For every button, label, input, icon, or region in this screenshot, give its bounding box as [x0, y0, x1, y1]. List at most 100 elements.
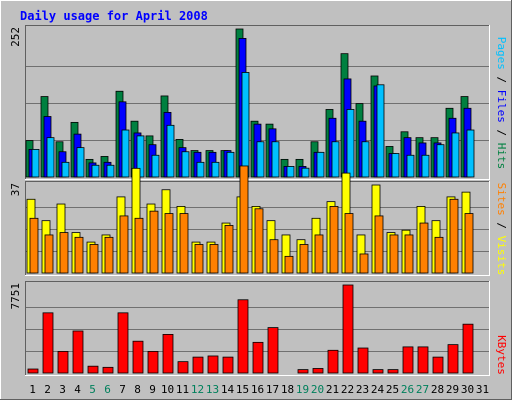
x-tick-label-29: 29: [446, 383, 459, 396]
x-tick-label-25: 25: [386, 383, 399, 396]
bar-pages-day-21: [331, 141, 340, 178]
bar-kbytes-day-21: [327, 349, 339, 374]
bar-sites-day-1: [29, 217, 39, 274]
bar-kbytes-day-11: [177, 361, 189, 374]
bar-pages-day-4: [76, 147, 85, 178]
bar-pages-day-23: [361, 141, 370, 178]
bar-pages-day-2: [46, 137, 55, 178]
bar-pages-day-24: [376, 84, 385, 178]
x-tick-label-27: 27: [416, 383, 429, 396]
x-tick-label-17: 17: [266, 383, 279, 396]
bar-sites-day-7: [119, 215, 129, 274]
bar-pages-day-10: [166, 124, 175, 178]
bar-sites-day-12: [194, 244, 204, 274]
bar-sites-day-23: [359, 253, 369, 274]
x-tick-label-20: 20: [311, 383, 324, 396]
bar-sites-day-21: [329, 206, 339, 274]
bar-sites-day-8: [134, 217, 144, 274]
x-tick-label-14: 14: [221, 383, 235, 396]
bar-pages-day-29: [451, 132, 460, 178]
bar-pages-day-9: [151, 154, 160, 178]
bar-kbytes-day-29: [447, 344, 459, 374]
bar-kbytes-day-5: [87, 365, 99, 374]
bar-sites-day-22: [344, 213, 354, 274]
bar-pages-day-15: [241, 72, 250, 178]
bar-pages-day-26: [406, 154, 415, 178]
bar-kbytes-day-13: [207, 355, 219, 374]
x-tick-label-15: 15: [236, 383, 249, 396]
bar-sites-day-6: [104, 236, 114, 274]
legend-visits-sites: Sites / Visits: [495, 183, 508, 276]
bar-kbytes-day-3: [57, 351, 69, 374]
bar-kbytes-day-22: [342, 284, 354, 374]
bar-sites-day-10: [164, 213, 174, 274]
bar-kbytes-day-19: [297, 369, 309, 374]
chart-title: Daily usage for April 2008: [20, 9, 208, 23]
bar-pages-day-20: [316, 151, 325, 178]
bar-sites-day-3: [59, 232, 69, 274]
bar-sites-day-30: [464, 213, 474, 274]
x-tick-label-1: 1: [29, 383, 36, 396]
bar-pages-day-25: [391, 153, 400, 178]
bar-kbytes-day-7: [117, 312, 129, 374]
x-tick-label-6: 6: [104, 383, 111, 396]
x-tick-label-9: 9: [149, 383, 156, 396]
bar-sites-day-16: [254, 208, 264, 274]
legend-kbytes: KBytes: [495, 335, 508, 375]
x-tick-label-31: 31: [476, 383, 489, 396]
x-tick-label-10: 10: [161, 383, 174, 396]
bar-kbytes-day-28: [432, 356, 444, 374]
bar-pages-day-22: [346, 109, 355, 178]
bar-sites-day-18: [284, 255, 294, 274]
bar-sites-day-24: [374, 215, 384, 274]
x-tick-label-19: 19: [296, 383, 309, 396]
bar-sites-day-19: [299, 244, 309, 274]
bar-pages-day-3: [61, 161, 70, 178]
x-tick-label-21: 21: [326, 383, 339, 396]
legend-hits-files-pages: Pages / Files / Hits: [495, 37, 508, 170]
y-max-label: 7751: [9, 283, 22, 310]
bar-kbytes-day-2: [42, 312, 54, 374]
bar-kbytes-day-9: [147, 351, 159, 374]
bar-pages-day-16: [256, 141, 265, 178]
bar-kbytes-day-16: [252, 341, 264, 374]
bar-kbytes-day-14: [222, 356, 234, 374]
bar-kbytes-day-27: [417, 346, 429, 374]
bar-kbytes-day-6: [102, 366, 114, 374]
bar-kbytes-day-12: [192, 356, 204, 374]
panel-visits_sites: 37: [9, 165, 490, 276]
x-tick-label-26: 26: [401, 383, 414, 396]
bar-sites-day-28: [434, 236, 444, 274]
x-tick-label-7: 7: [119, 383, 126, 396]
bar-sites-day-9: [149, 210, 159, 274]
x-tick-label-18: 18: [281, 383, 294, 396]
bar-pages-day-7: [121, 129, 130, 178]
panel-kbytes: 7751: [9, 281, 490, 376]
bar-kbytes-day-1: [27, 368, 39, 374]
bar-kbytes-day-17: [267, 327, 279, 374]
bar-pages-day-5: [91, 164, 100, 178]
x-tick-label-4: 4: [74, 383, 81, 396]
bar-pages-day-13: [211, 161, 220, 178]
bar-sites-day-17: [269, 239, 279, 274]
bar-pages-day-28: [436, 144, 445, 178]
x-tick-label-11: 11: [176, 383, 189, 396]
x-tick-label-28: 28: [431, 383, 444, 396]
bar-sites-day-2: [44, 234, 54, 274]
bar-pages-day-12: [196, 161, 205, 178]
x-tick-label-5: 5: [89, 383, 96, 396]
bar-pages-day-1: [31, 148, 40, 178]
bar-kbytes-day-26: [402, 346, 414, 374]
bar-kbytes-day-25: [387, 369, 399, 374]
bar-sites-day-25: [389, 234, 399, 274]
bar-kbytes-day-8: [132, 340, 144, 374]
bar-kbytes-day-4: [72, 330, 84, 374]
bar-pages-day-27: [421, 154, 430, 178]
bar-kbytes-day-10: [162, 333, 174, 374]
bar-kbytes-day-15: [237, 299, 249, 374]
bar-sites-day-27: [419, 222, 429, 274]
bar-kbytes-day-23: [357, 347, 369, 374]
bar-sites-day-4: [74, 236, 84, 274]
y-max-label: 37: [9, 183, 22, 196]
